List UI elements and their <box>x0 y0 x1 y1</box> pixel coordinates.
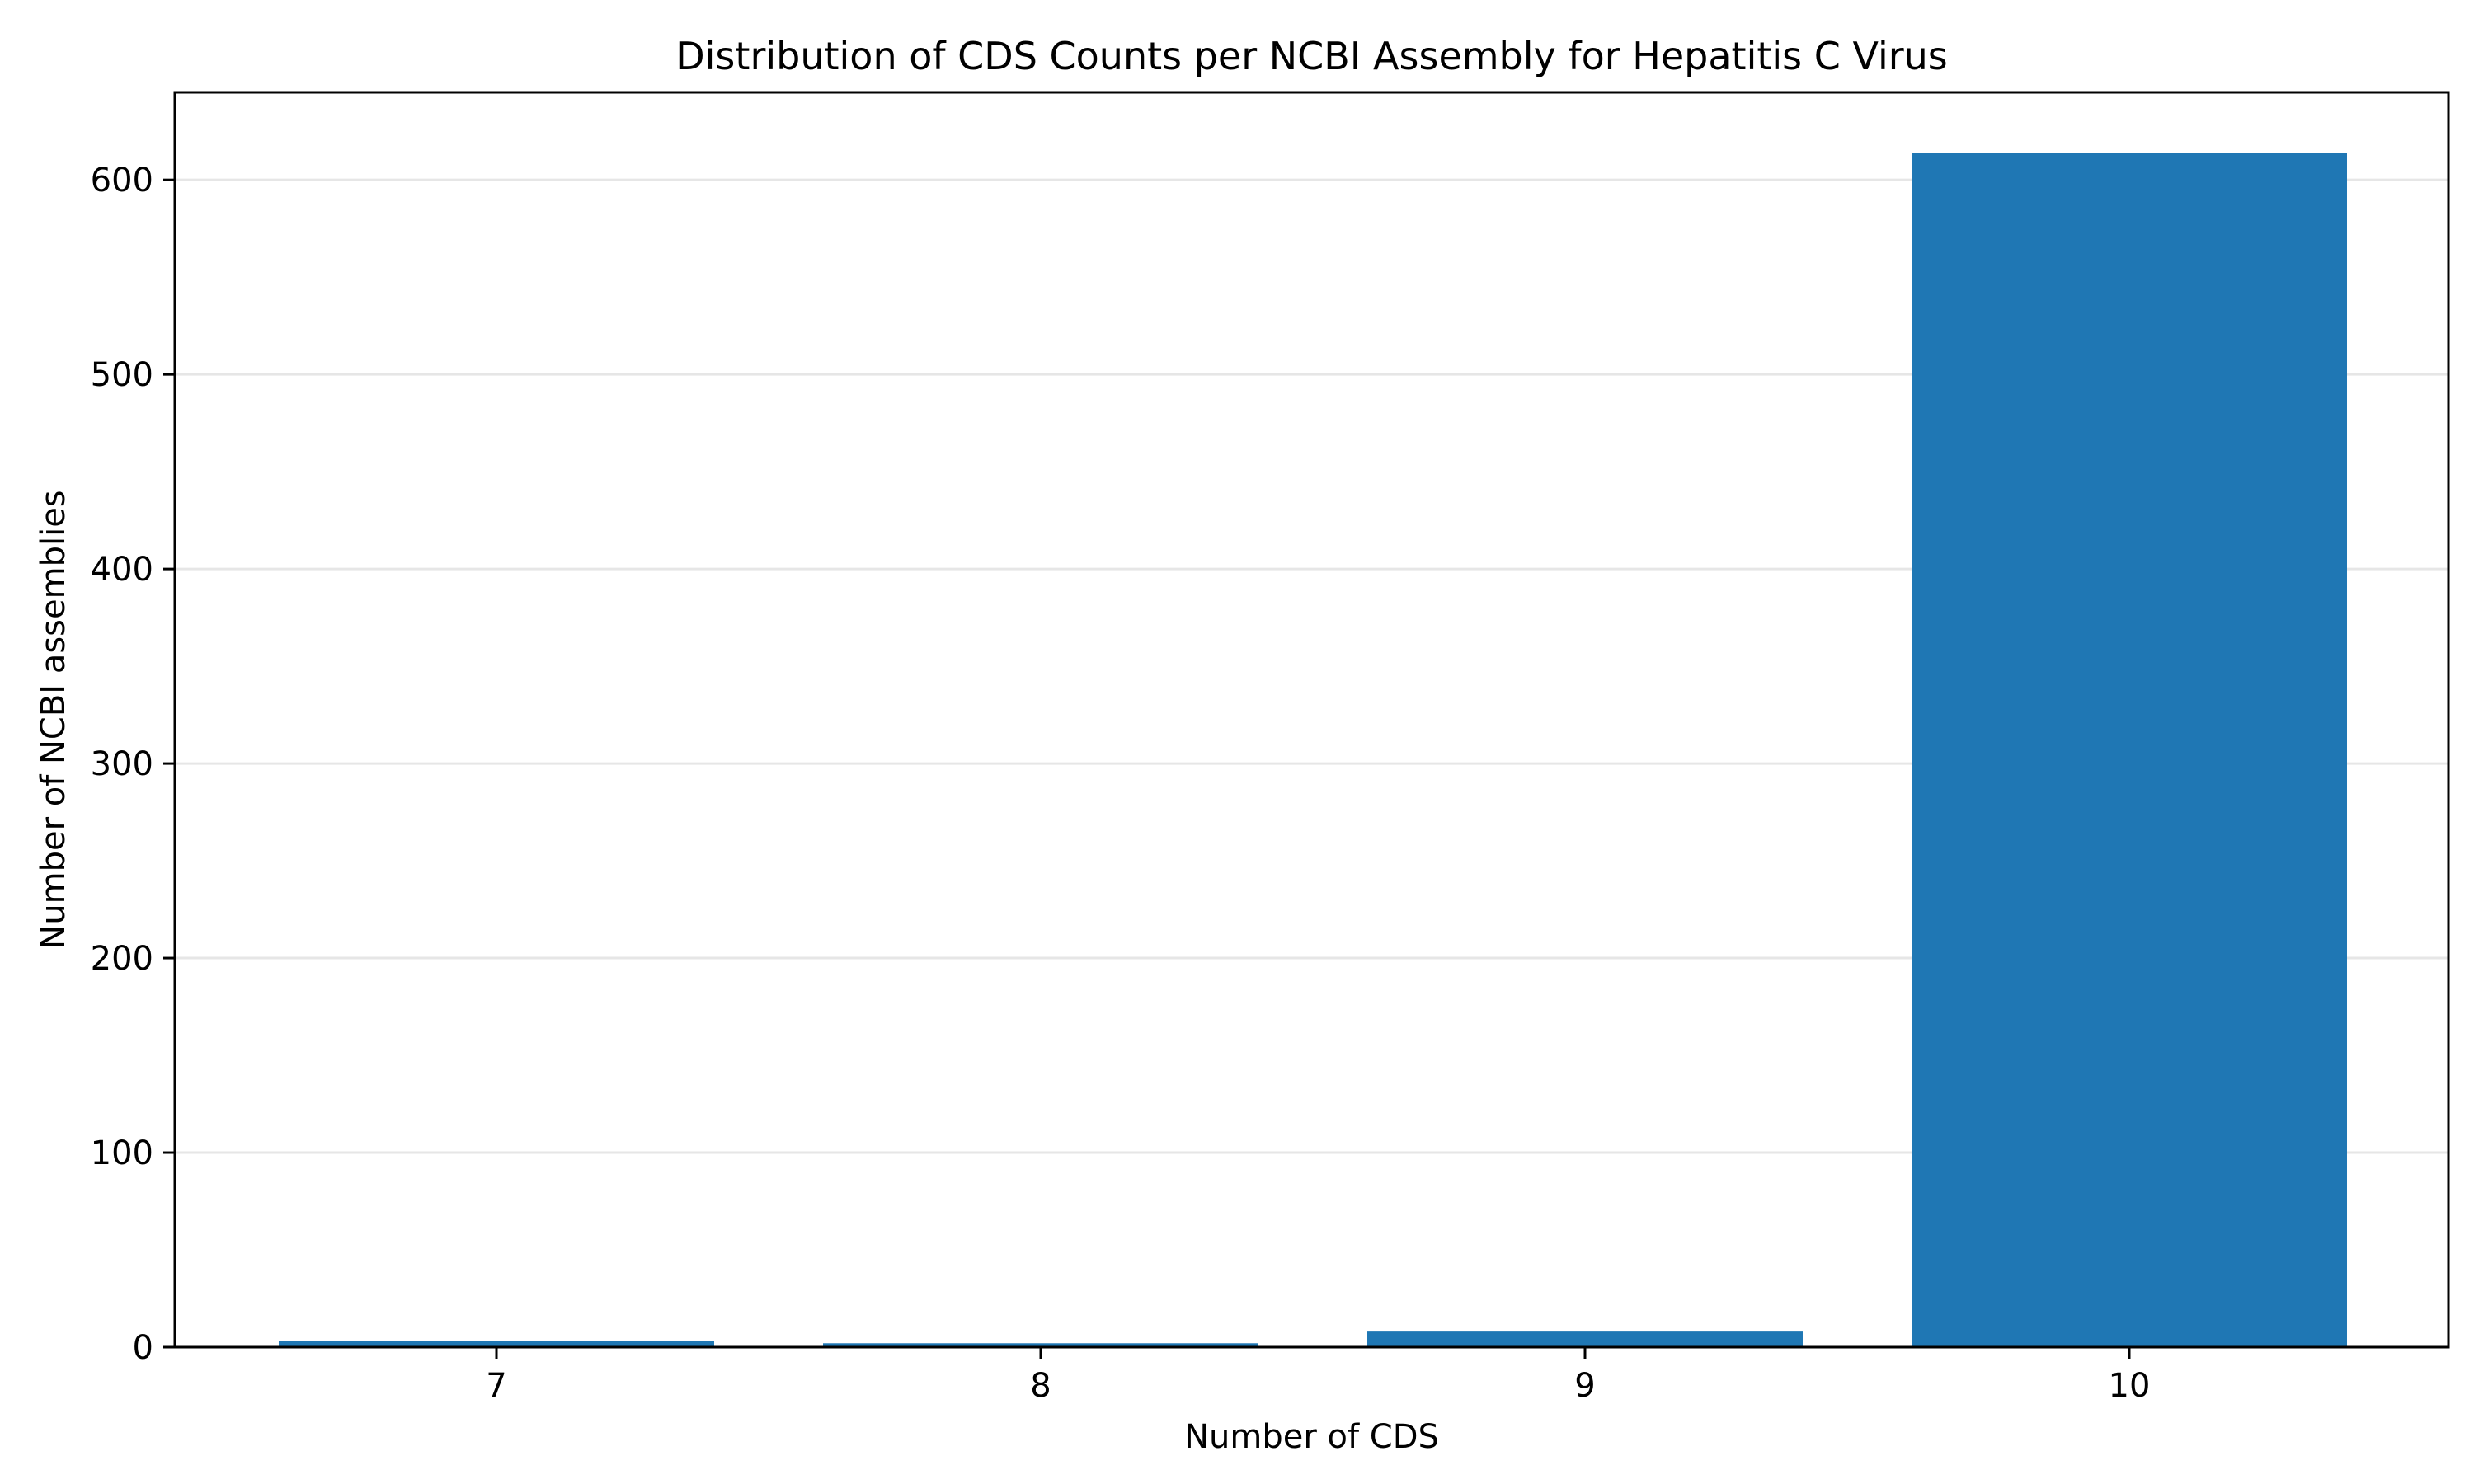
x-tick-label-9: 9 <box>1574 1367 1595 1405</box>
y-tick-label-0: 0 <box>133 1329 153 1367</box>
y-tick-label-300: 300 <box>91 745 153 783</box>
x-ticks: 7 8 9 10 <box>486 1347 2150 1405</box>
plot-frame <box>173 91 2450 1349</box>
y-tick-label-200: 200 <box>91 940 153 978</box>
x-tick-label-8: 8 <box>1030 1367 1051 1405</box>
chart-title: Distribution of CDS Counts per NCBI Asse… <box>675 34 1948 78</box>
bar-9 <box>1367 1331 1803 1347</box>
x-axis-label: Number of CDS <box>1184 1418 1439 1456</box>
bar-10 <box>1912 153 2347 1347</box>
y-ticks: 0 100 200 300 400 500 600 <box>91 162 175 1367</box>
bar-8 <box>823 1343 1258 1347</box>
y-tick-label-100: 100 <box>91 1134 153 1172</box>
y-axis-label: Number of NCBI assemblies <box>35 490 73 949</box>
axes <box>173 91 2450 1349</box>
y-tick-label-400: 400 <box>91 551 153 589</box>
y-tick-label-600: 600 <box>91 162 153 200</box>
bar-7 <box>279 1341 714 1347</box>
x-tick-label-10: 10 <box>2109 1367 2151 1405</box>
x-tick-label-7: 7 <box>486 1367 506 1405</box>
bars <box>279 153 2347 1347</box>
y-tick-label-500: 500 <box>91 356 153 394</box>
